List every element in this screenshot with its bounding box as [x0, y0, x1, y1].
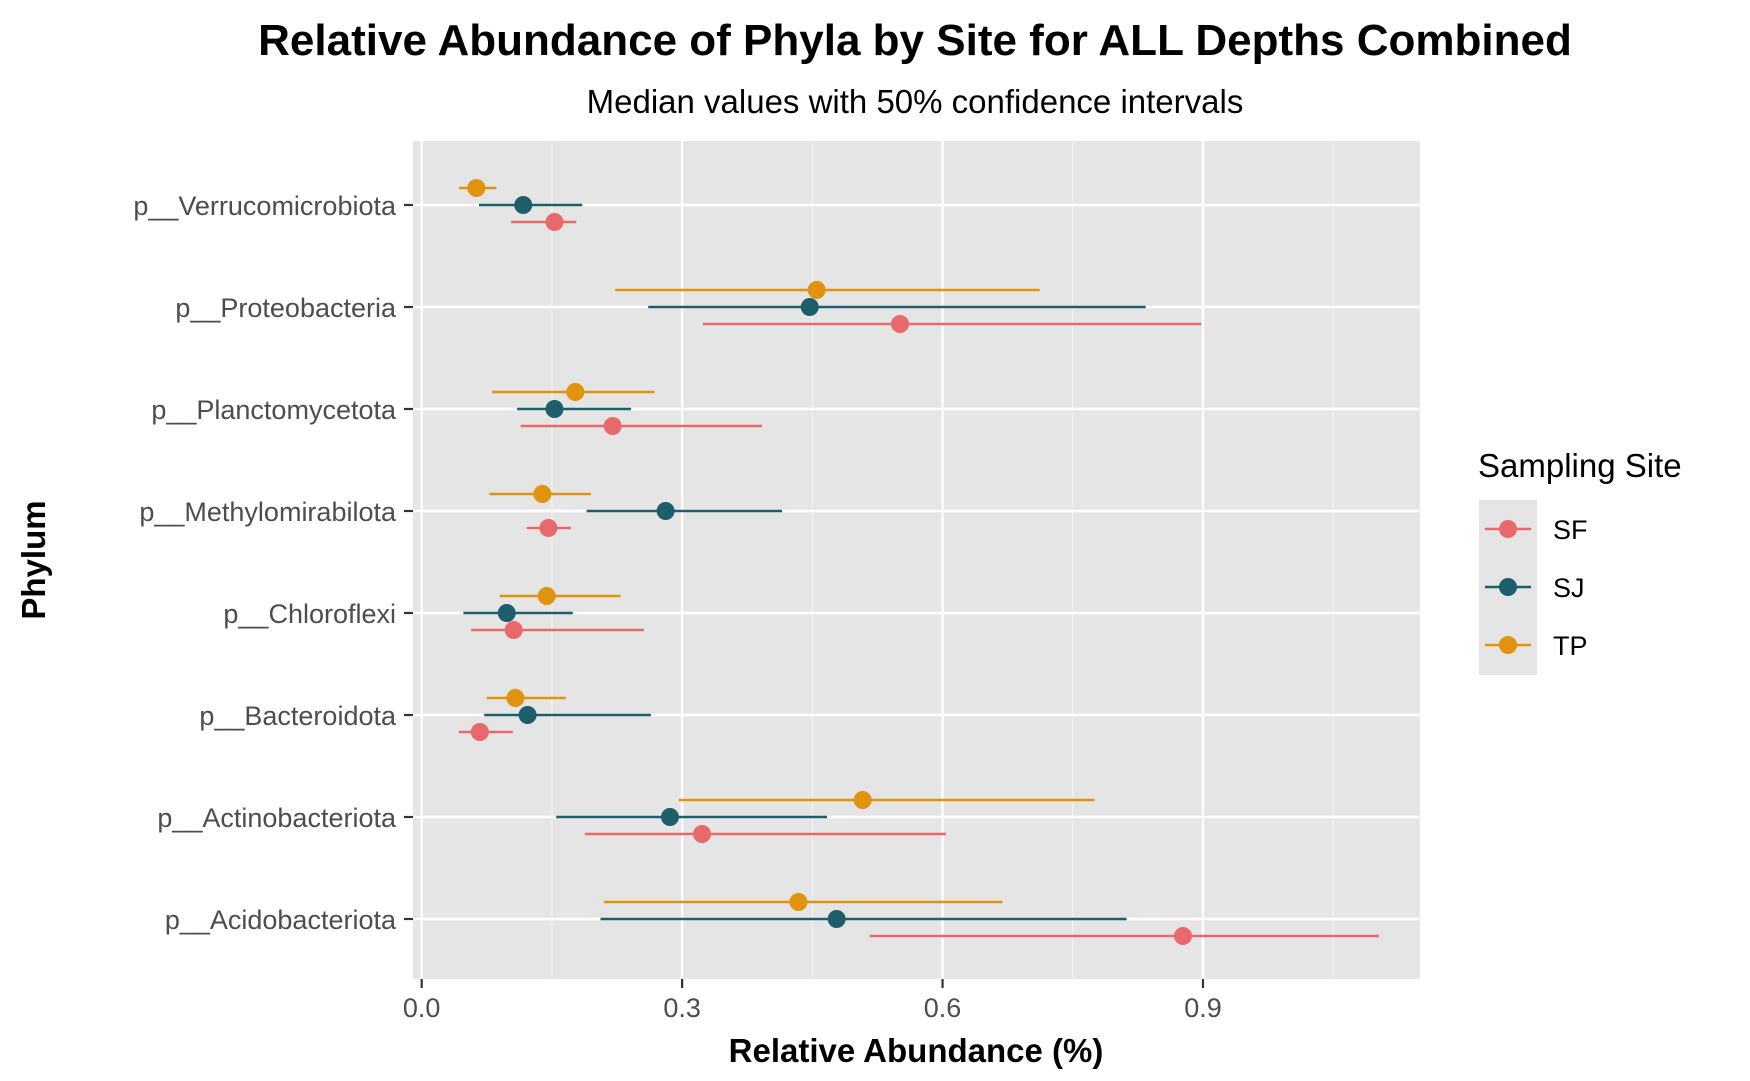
chart-subtitle: Median values with 50% confidence interv…	[587, 83, 1244, 120]
legend-label-sj: SJ	[1553, 573, 1585, 603]
median-point-sj	[514, 196, 533, 214]
y-tick-label: p__Chloroflexi	[223, 599, 396, 629]
series-tp	[459, 179, 1095, 911]
plot-panel	[413, 141, 1420, 979]
x-axis-title: Relative Abundance (%)	[729, 1032, 1104, 1069]
x-tick-label: 0.3	[663, 993, 701, 1023]
median-point-tp	[533, 485, 552, 503]
median-point-sj	[660, 808, 679, 826]
y-tick-label: p__Verrucomicrobiota	[133, 191, 397, 221]
median-point-sf	[545, 213, 564, 231]
y-tick-label: p__Actinobacteriota	[157, 803, 397, 833]
y-tick-label: p__Methylomirabilota	[139, 497, 397, 527]
legend-label-sf: SF	[1553, 515, 1588, 545]
legend-key-point-tp	[1499, 636, 1517, 654]
median-point-sf	[693, 825, 712, 843]
median-point-sj	[518, 706, 537, 724]
y-tick-label: p__Planctomycetota	[151, 395, 397, 425]
median-point-sj	[545, 400, 564, 418]
legend-key-point-sj	[1499, 578, 1517, 596]
x-tick-label: 0.6	[924, 993, 962, 1023]
median-point-sj	[827, 910, 846, 928]
median-point-sf	[539, 519, 558, 537]
y-tick-label: p__Proteobacteria	[175, 293, 397, 323]
series-layer	[459, 179, 1380, 945]
x-tick-label: 0.0	[403, 993, 441, 1023]
legend-key-point-sf	[1499, 520, 1517, 538]
chart-title: Relative Abundance of Phyla by Site for …	[258, 16, 1572, 65]
median-point-sf	[504, 621, 523, 639]
median-point-tp	[789, 893, 808, 911]
median-point-sj	[497, 604, 516, 622]
y-axis-title: Phylum	[15, 500, 52, 619]
legend: Sampling Site SF SJ TP	[1478, 447, 1682, 675]
median-point-tp	[807, 281, 826, 299]
median-point-tp	[467, 179, 486, 197]
median-point-sf	[603, 417, 622, 435]
median-point-tp	[566, 383, 585, 401]
median-point-tp	[506, 689, 525, 707]
series-sf	[459, 213, 1380, 945]
x-tick-label: 0.9	[1184, 993, 1222, 1023]
median-point-tp	[537, 587, 556, 605]
median-point-sf	[1174, 927, 1193, 945]
median-point-sj	[656, 502, 675, 520]
series-sj	[463, 196, 1146, 928]
median-point-tp	[853, 791, 872, 809]
axis-layer: 0.0 0.3 0.6 0.9 p__Acidobacteriota p__Actinob…	[133, 191, 1221, 1023]
median-point-sf	[891, 315, 910, 333]
median-point-sf	[470, 723, 489, 741]
legend-title: Sampling Site	[1478, 447, 1682, 484]
legend-label-tp: TP	[1553, 631, 1588, 661]
median-point-sj	[800, 298, 819, 316]
y-tick-label: p__Bacteroidota	[199, 701, 397, 731]
y-tick-label: p__Acidobacteriota	[165, 905, 397, 935]
